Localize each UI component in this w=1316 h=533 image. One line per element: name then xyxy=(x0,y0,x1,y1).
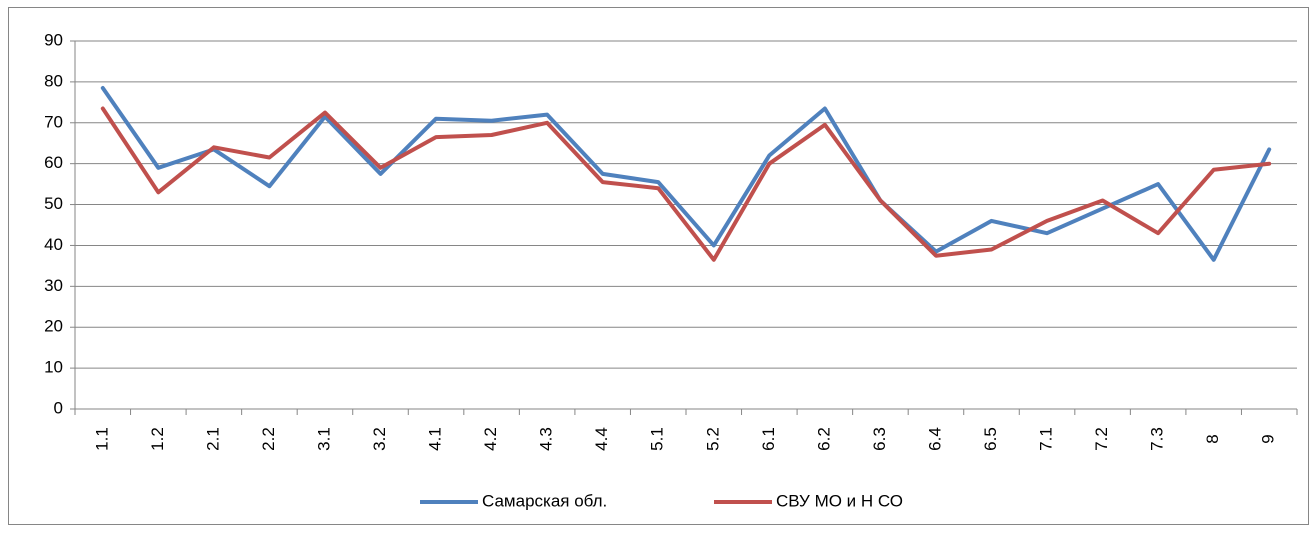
y-tick-label: 20 xyxy=(44,317,63,336)
x-tick-label: 4.3 xyxy=(537,427,556,451)
x-tick-label: 6.3 xyxy=(870,427,889,451)
y-tick-label: 30 xyxy=(44,276,63,295)
y-tick-label: 0 xyxy=(54,398,63,417)
x-tick-label: 5.2 xyxy=(703,427,722,451)
x-tick-label: 3.1 xyxy=(314,427,333,451)
chart-border xyxy=(8,7,1309,525)
x-tick-label: 3.2 xyxy=(370,427,389,451)
x-tick-label: 4.1 xyxy=(426,427,445,451)
y-tick-label: 70 xyxy=(44,112,63,131)
y-tick-label: 40 xyxy=(44,235,63,254)
x-tick-label: 6.4 xyxy=(925,427,944,451)
x-tick-label: 2.1 xyxy=(203,427,222,451)
x-tick-label: 7.3 xyxy=(1148,427,1167,451)
y-tick-label: 90 xyxy=(44,30,63,49)
x-tick-label: 7.2 xyxy=(1092,427,1111,451)
x-tick-label: 1.1 xyxy=(92,427,111,451)
x-tick-label: 8 xyxy=(1203,434,1222,443)
x-tick-label: 1.2 xyxy=(148,427,167,451)
x-tick-label: 6.2 xyxy=(814,427,833,451)
y-tick-label: 60 xyxy=(44,153,63,172)
x-tick-label: 6.1 xyxy=(759,427,778,451)
line-series xyxy=(100,86,1272,262)
y-tick-label: 80 xyxy=(44,71,63,90)
x-tick-label: 9 xyxy=(1259,434,1278,443)
x-tick-label: 7.1 xyxy=(1037,427,1056,451)
y-tick-label: 50 xyxy=(44,194,63,213)
x-tick-label: 4.2 xyxy=(481,427,500,451)
x-tick-label: 2.2 xyxy=(259,427,278,451)
x-tick-label: 6.5 xyxy=(981,427,1000,451)
legend-label: СВУ МО и Н СО xyxy=(776,491,903,510)
x-tick-label: 4.4 xyxy=(592,427,611,451)
y-tick-label: 10 xyxy=(44,358,63,377)
line-series xyxy=(100,106,1272,262)
x-tick-label: 5.1 xyxy=(648,427,667,451)
legend-label: Самарская обл. xyxy=(482,491,607,510)
